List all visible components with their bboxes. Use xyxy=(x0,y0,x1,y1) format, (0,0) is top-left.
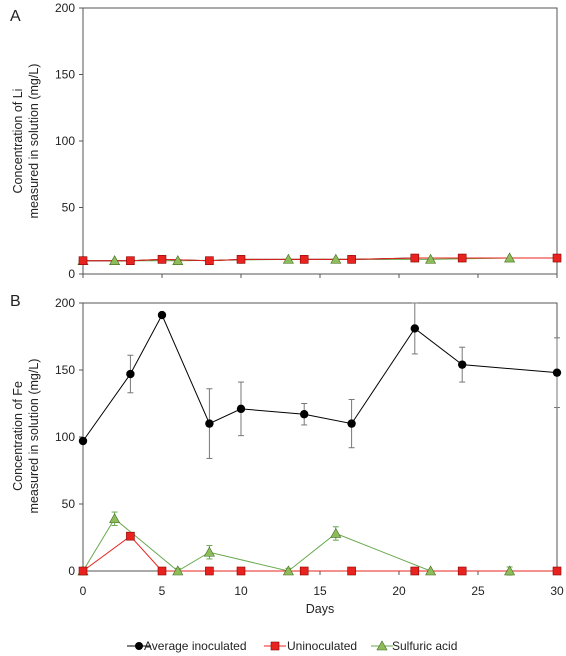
panel-a-sulfuric-acid-point xyxy=(330,253,342,264)
panel-b-uninoculated-line xyxy=(82,535,557,572)
panel-a-uninoculated-point xyxy=(299,255,309,264)
panel-a-sulfuric-acid-point xyxy=(425,253,437,264)
panel-b-x-tick-label: 30 xyxy=(550,584,564,598)
panel-b-x-tick-label: 25 xyxy=(471,584,485,598)
panel-b-sulfuric-acid-point xyxy=(504,565,516,576)
panel-b-sulfuric-acid-point xyxy=(330,527,342,538)
panel-b-y-tick-label: 100 xyxy=(55,430,75,444)
panel-b-x-tick-label: 20 xyxy=(392,584,406,598)
panel-b-average-inoculated-point xyxy=(78,436,88,446)
panel-b-uninoculated-point xyxy=(236,566,246,576)
x-axis-title: Days xyxy=(306,602,334,616)
panel-b-sulfuric-acid-point xyxy=(203,546,215,557)
panel-a-label: A xyxy=(10,8,21,25)
panel-b-sulfuric-acid-point xyxy=(282,565,294,576)
panel-b-average-inoculated-line xyxy=(82,313,558,442)
panel-a-ylabel-line1: Concentration of Li xyxy=(11,89,25,194)
panel-b-uninoculated-point xyxy=(299,566,309,576)
panel-b-y-tick-label: 50 xyxy=(62,497,76,511)
panel-b-average-inoculated-point xyxy=(126,369,135,379)
legend-label-uninoculated: Uninoculated xyxy=(287,639,357,653)
panel-a-uninoculated-point xyxy=(457,253,467,263)
panel-b-y-tick-label: 0 xyxy=(68,564,75,578)
panel-a-sulfuric-acid-point xyxy=(172,255,184,266)
panel-a-y-tick-label: 0 xyxy=(68,267,75,281)
panel-a-uninoculated-point xyxy=(126,256,135,266)
panel-a-uninoculated-point xyxy=(78,256,88,266)
panel-b-x-tick-label: 5 xyxy=(159,584,166,598)
panel-a-plot-frame xyxy=(82,7,558,275)
panel-a-uninoculated-point xyxy=(205,256,214,266)
panel-b-plot-frame xyxy=(82,302,558,572)
panel-b-uninoculated-point xyxy=(457,566,467,576)
panel-a-uninoculated-point xyxy=(236,255,246,264)
panel-b-average-inoculated-point xyxy=(236,404,246,414)
panel-a-y-tick-label: 100 xyxy=(55,134,75,148)
panel-b-sulfuric-acid-line xyxy=(82,517,510,572)
panel-a: A Concentration of Li measured in soluti… xyxy=(10,1,562,281)
legend: Average inoculated Uninoculated Sulfuric… xyxy=(127,639,457,653)
legend-marker-uninoculated xyxy=(270,641,280,651)
panel-b-ylabel-line2: measured in solution (mg/L) xyxy=(27,359,41,514)
panel-a-uninoculated-point xyxy=(552,253,562,263)
panel-a-uninoculated-point xyxy=(347,255,356,264)
legend-marker-average-inoculated xyxy=(135,642,143,650)
panel-a-sulfuric-acid-point xyxy=(282,253,294,264)
panel-a-sulfuric-acid-point xyxy=(109,255,121,266)
panel-b-average-inoculated-point xyxy=(300,410,309,419)
panel-b-average-inoculated-point xyxy=(552,368,562,377)
panel-b-uninoculated-point xyxy=(157,566,167,576)
panel-b-label: B xyxy=(10,293,21,310)
panel-a-y-tick-label: 50 xyxy=(62,201,76,215)
panel-b-x-tick-label: 15 xyxy=(313,584,327,598)
panel-b-uninoculated-point xyxy=(410,566,420,576)
panel-b: B Concentration of Fe measured in soluti… xyxy=(10,293,564,616)
panel-b-uninoculated-point xyxy=(126,531,135,541)
panel-a-ylabel-line2: measured in solution (mg/L) xyxy=(27,64,41,219)
panel-b-sulfuric-acid-point xyxy=(109,513,121,524)
panel-b-sulfuric-acid-point xyxy=(425,565,437,576)
panel-a-y-tick-label: 150 xyxy=(55,68,75,82)
legend-label-sulfuric-acid: Sulfuric acid xyxy=(392,639,457,653)
panel-b-uninoculated-point xyxy=(347,566,356,576)
panel-b-uninoculated-point xyxy=(205,566,214,576)
panel-a-uninoculated-point xyxy=(410,253,420,263)
panel-b-average-inoculated-point xyxy=(410,324,419,333)
panel-a-sulfuric-acid-point xyxy=(504,252,516,263)
panel-b-ylabel-line1: Concentration of Fe xyxy=(11,381,25,491)
panel-b-y-tick-label: 200 xyxy=(55,296,75,310)
panel-b-uninoculated-point xyxy=(552,566,562,576)
panel-a-y-tick-label: 200 xyxy=(55,1,75,15)
panel-b-average-inoculated-point xyxy=(157,310,167,320)
legend-marker-sulfuric-acid xyxy=(376,640,388,651)
panel-b-y-tick-label: 150 xyxy=(55,363,75,377)
panel-a-uninoculated-point xyxy=(157,255,167,264)
panel-b-average-inoculated-point xyxy=(347,419,356,428)
panel-b-x-tick-label: 10 xyxy=(234,584,248,598)
legend-label-average-inoculated: Average inoculated xyxy=(144,639,247,653)
panel-b-uninoculated-point xyxy=(78,566,88,576)
panel-b-average-inoculated-point xyxy=(205,419,214,428)
panel-a-uninoculated-line xyxy=(83,257,557,262)
panel-b-average-inoculated-point xyxy=(458,360,467,369)
panel-b-sulfuric-acid-point xyxy=(172,565,184,576)
panel-b-x-tick-label: 0 xyxy=(80,584,87,598)
